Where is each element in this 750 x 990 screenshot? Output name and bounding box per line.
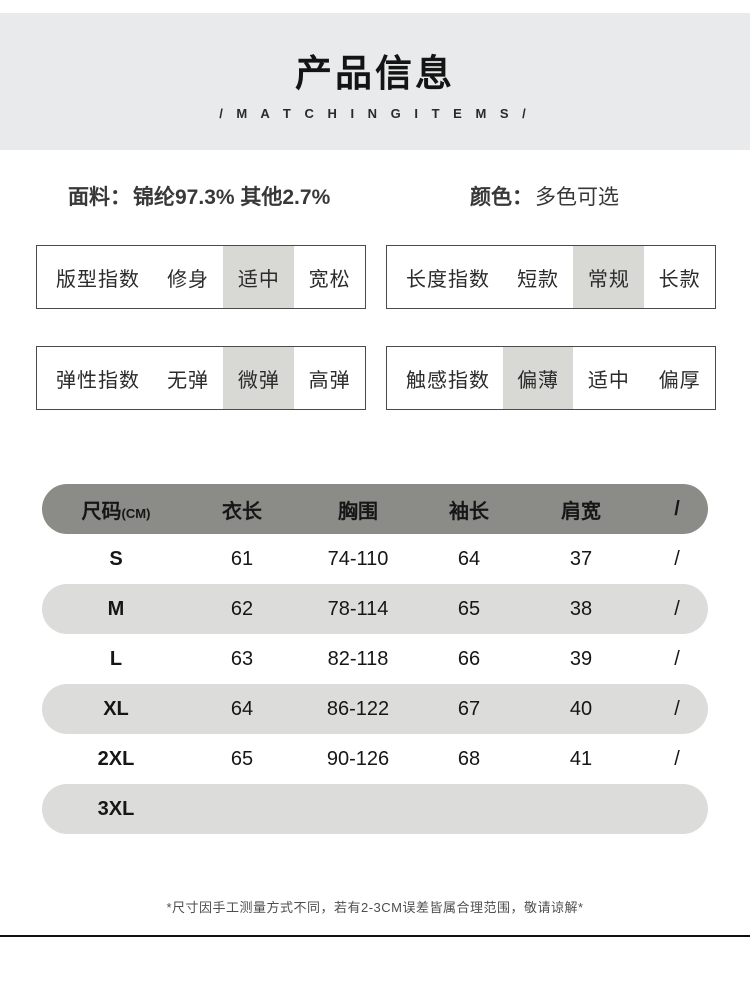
fit-index-box: 版型指数 修身 适中 宽松 (36, 245, 366, 309)
shoulder-cell: 37 (569, 547, 593, 570)
slash-cell: / (674, 597, 680, 620)
bust-cell: 78-114 (327, 597, 389, 620)
sleeve-cell: 66 (457, 647, 481, 670)
header-shoulder: 肩宽 (561, 500, 601, 523)
bust-cell: 74-110 (327, 547, 389, 570)
slash-cell: / (674, 747, 680, 770)
length-cell: 62 (230, 597, 254, 620)
table-row-3xl: 3XL (42, 784, 708, 834)
fabric-value: 锦纶97.3% 其他2.7% (133, 186, 331, 209)
length-index-box: 长度指数 短款 常规 长款 (386, 245, 716, 309)
length-cell: 65 (230, 747, 254, 770)
table-row-2xl: 2XL 65 90-126 68 41 / (42, 734, 708, 784)
size-table: 尺码(CM) 衣长 胸围 袖长 肩宽 / S 61 74-110 64 37 /… (42, 484, 708, 834)
header-bust: 胸围 (338, 500, 378, 523)
measurement-note: *尺寸因手工测量方式不同，若有2-3CM误差皆属合理范围，敬请谅解* (166, 900, 584, 915)
sleeve-cell: 64 (457, 547, 481, 570)
page-subtitle: / M A T C H I N G I T E M S / (219, 105, 531, 121)
length-option: 长款 (658, 268, 701, 291)
sleeve-cell: 68 (457, 747, 481, 770)
size-table-header: 尺码(CM) 衣长 胸围 袖长 肩宽 / (42, 484, 708, 534)
elasticity-index-label: 弹性指数 (56, 369, 140, 392)
touch-index-box: 触感指数 偏薄 适中 偏厚 (386, 346, 716, 410)
touch-option: 适中 (587, 369, 630, 392)
table-row-xl: XL 64 86-122 67 40 / (42, 684, 708, 734)
bottom-divider (0, 935, 750, 937)
header-size: 尺码(CM) (42, 495, 190, 524)
fit-option: 宽松 (308, 268, 351, 291)
size-cell: 3XL (97, 797, 135, 820)
header-size-text: 尺码 (81, 500, 122, 523)
fabric-label: 面料： (68, 186, 131, 209)
hero-band: 产品信息 / M A T C H I N G I T E M S / (0, 13, 750, 150)
table-row-m: M 62 78-114 65 38 / (42, 584, 708, 634)
fit-index-label: 版型指数 (56, 268, 140, 291)
header-slash: / (674, 497, 680, 520)
shoulder-cell: 40 (569, 697, 593, 720)
length-cell: 64 (230, 697, 254, 720)
fit-option: 修身 (167, 268, 210, 291)
color-value: 多色可选 (535, 186, 619, 209)
touch-option-selected: 偏薄 (502, 347, 574, 409)
size-cell: S (109, 547, 123, 570)
size-cell: XL (103, 697, 129, 720)
elasticity-index-box: 弹性指数 无弹 微弹 高弹 (36, 346, 366, 410)
length-cell: 63 (230, 647, 254, 670)
length-cell: 61 (230, 547, 254, 570)
length-index-label: 长度指数 (406, 268, 490, 291)
bust-cell: 90-126 (326, 747, 390, 770)
size-cell: L (109, 647, 123, 670)
sleeve-cell: 65 (457, 597, 481, 620)
shoulder-cell: 38 (569, 597, 593, 620)
header-sleeve: 袖长 (449, 500, 489, 523)
slash-cell: / (674, 647, 680, 670)
slash-cell: / (674, 547, 680, 570)
bust-cell: 82-118 (327, 647, 389, 670)
shoulder-cell: 39 (569, 647, 593, 670)
length-option: 短款 (517, 268, 560, 291)
elasticity-option-selected: 微弹 (223, 347, 295, 409)
table-row-s: S 61 74-110 64 37 / (42, 534, 708, 584)
color-label: 颜色： (470, 186, 533, 209)
color-spec: 颜色： 多色可选 (470, 181, 619, 211)
touch-index-label: 触感指数 (406, 369, 490, 392)
bust-cell: 86-122 (326, 697, 390, 720)
page-title: 产品信息 (295, 52, 455, 94)
touch-option: 偏厚 (658, 369, 701, 392)
elasticity-option: 高弹 (308, 369, 351, 392)
sleeve-cell: 67 (457, 697, 481, 720)
elasticity-option: 无弹 (167, 369, 210, 392)
header-length: 衣长 (222, 500, 262, 523)
table-row-l: L 63 82-118 66 39 / (42, 634, 708, 684)
size-cell: M (107, 597, 125, 620)
slash-cell: / (674, 697, 680, 720)
header-size-unit: (CM) (121, 505, 151, 521)
length-option-selected: 常规 (573, 246, 645, 308)
shoulder-cell: 41 (569, 747, 593, 770)
fit-option-selected: 适中 (223, 246, 295, 308)
fabric-spec: 面料： 锦纶97.3% 其他2.7% (68, 181, 330, 211)
size-cell: 2XL (97, 747, 135, 770)
